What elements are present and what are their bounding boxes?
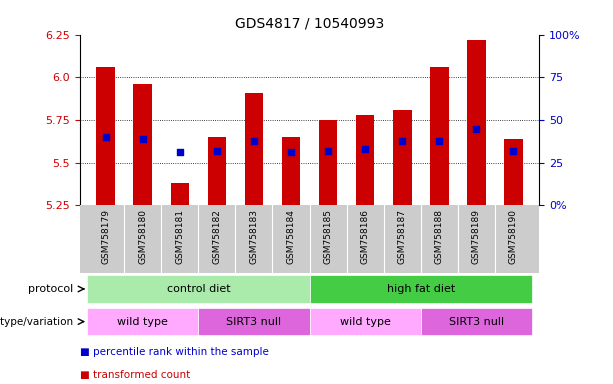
Bar: [310, 308, 421, 335]
Text: GSM758183: GSM758183: [249, 209, 259, 264]
Text: GSM758182: GSM758182: [212, 209, 221, 264]
Point: [249, 137, 259, 144]
Point: [138, 136, 148, 142]
Bar: [310, 275, 532, 303]
Text: GSM758189: GSM758189: [472, 209, 481, 264]
Text: SIRT3 null: SIRT3 null: [226, 316, 281, 327]
Bar: [170, 183, 189, 205]
Text: ■ transformed count: ■ transformed count: [80, 370, 190, 380]
Point: [101, 134, 110, 140]
Bar: [356, 115, 375, 205]
Text: GSM758188: GSM758188: [435, 209, 444, 264]
Text: GSM758185: GSM758185: [324, 209, 333, 264]
Text: high fat diet: high fat diet: [387, 284, 455, 294]
Text: GSM758186: GSM758186: [360, 209, 370, 264]
Point: [435, 137, 444, 144]
Text: SIRT3 null: SIRT3 null: [449, 316, 504, 327]
Bar: [134, 84, 152, 205]
Text: GSM758187: GSM758187: [398, 209, 407, 264]
Point: [509, 148, 519, 154]
Bar: [87, 308, 199, 335]
Text: GSM758180: GSM758180: [138, 209, 147, 264]
Bar: [430, 67, 449, 205]
Text: ■ percentile rank within the sample: ■ percentile rank within the sample: [80, 347, 268, 357]
Bar: [282, 137, 300, 205]
Point: [471, 126, 481, 132]
Bar: [421, 308, 532, 335]
Bar: [319, 120, 337, 205]
Bar: [199, 308, 310, 335]
Point: [286, 149, 296, 156]
Bar: [96, 67, 115, 205]
Point: [360, 146, 370, 152]
Text: GSM758179: GSM758179: [101, 209, 110, 264]
Text: wild type: wild type: [117, 316, 168, 327]
Bar: [393, 110, 411, 205]
Title: GDS4817 / 10540993: GDS4817 / 10540993: [235, 17, 384, 31]
Bar: [208, 137, 226, 205]
Bar: [467, 40, 485, 205]
Point: [175, 149, 185, 156]
Bar: [245, 93, 263, 205]
Text: control diet: control diet: [167, 284, 230, 294]
Bar: [504, 139, 523, 205]
Text: GSM758184: GSM758184: [286, 209, 295, 264]
Text: genotype/variation: genotype/variation: [0, 316, 74, 327]
Text: GSM758190: GSM758190: [509, 209, 518, 264]
Text: GSM758181: GSM758181: [175, 209, 185, 264]
Point: [323, 148, 333, 154]
Point: [397, 137, 407, 144]
Text: wild type: wild type: [340, 316, 390, 327]
Point: [212, 148, 222, 154]
Bar: [87, 275, 310, 303]
Text: protocol: protocol: [28, 284, 74, 294]
